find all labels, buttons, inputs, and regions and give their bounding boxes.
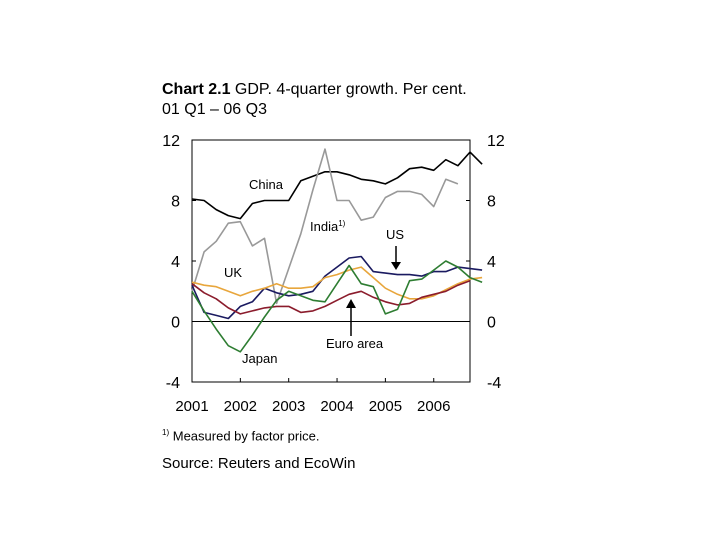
annotation-label-india: India1) (310, 219, 346, 234)
x-tick-label: 2005 (369, 398, 402, 415)
y-tick-label-right: -4 (487, 375, 501, 392)
chart-title-text: GDP. 4-quarter growth. Per cent. (234, 81, 467, 98)
footnote: 1) Measured by factor price. (162, 428, 319, 443)
footnote-marker: 1) (162, 428, 170, 437)
series-line-japan (191, 260, 483, 353)
annotation-superscript: 1) (338, 219, 345, 228)
annotation-label-us: US (386, 227, 404, 242)
y-tick-label-right: 0 (487, 315, 496, 332)
series-line-uk (191, 266, 483, 300)
x-tick-label: 2003 (272, 398, 305, 415)
annotation-label-euro-area: Euro area (326, 336, 384, 351)
x-tick-label: 2006 (417, 398, 450, 415)
x-tick-label: 2001 (175, 398, 208, 415)
chart-title-block: Chart 2.1 GDP. 4-quarter growth. Per cen… (162, 80, 467, 120)
y-tick-label-left: -4 (166, 375, 180, 392)
footnote-text: Measured by factor price. (172, 428, 320, 444)
euro-arrowhead (346, 299, 356, 308)
y-tick-label-left: 0 (171, 315, 180, 332)
annotation-label-uk: UK (224, 265, 242, 280)
x-tick-label: 2004 (320, 398, 353, 415)
y-tick-label-left: 4 (171, 254, 180, 271)
y-tick-label-left: 8 (171, 194, 180, 211)
y-tick-label-left: 12 (162, 133, 180, 150)
y-tick-label-right: 8 (487, 194, 496, 211)
chart-title: Chart 2.1 GDP. 4-quarter growth. Per cen… (162, 80, 467, 100)
series-line-china (191, 151, 483, 220)
chart-subtitle: 01 Q1 – 06 Q3 (162, 101, 267, 118)
x-tick-label: 2002 (224, 398, 257, 415)
annotation-label-japan: Japan (242, 351, 277, 366)
annotation-label-china: China (249, 177, 284, 192)
y-tick-label-right: 4 (487, 254, 496, 271)
series-line-us (191, 255, 483, 320)
y-tick-label-right: 12 (487, 133, 505, 150)
series-line-india (191, 148, 459, 305)
us-arrowhead (391, 262, 401, 270)
source-note: Source: Reuters and EcoWin (162, 455, 356, 472)
chart-number: Chart 2.1 (162, 81, 231, 98)
series-line-euro-area (191, 279, 471, 315)
